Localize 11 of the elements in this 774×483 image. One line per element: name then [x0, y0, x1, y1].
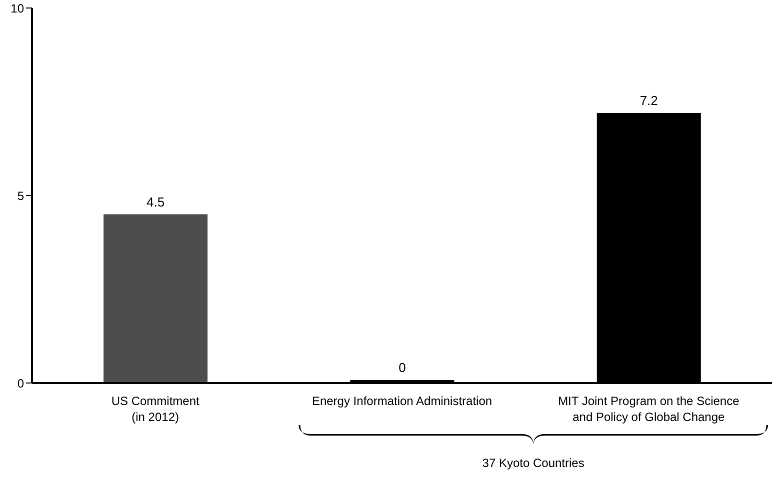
data-label: 4.5 [146, 194, 165, 210]
text: 37 Kyoto Countries [482, 456, 584, 470]
x-tick-label: US Commitment (in 2012) [111, 394, 200, 424]
y-tick-label: 5 [17, 188, 24, 203]
x-tick-label: MIT Joint Program on the Science and Policy of Global Change [558, 394, 740, 424]
data-label: 0 [398, 360, 406, 375]
data-label: 7.2 [640, 93, 658, 108]
x-tick-label: Energy Information Administration [312, 394, 492, 408]
y-tick-label: 0 [17, 376, 24, 390]
bar [104, 214, 208, 383]
y-tick-label: 10 [10, 1, 24, 16]
